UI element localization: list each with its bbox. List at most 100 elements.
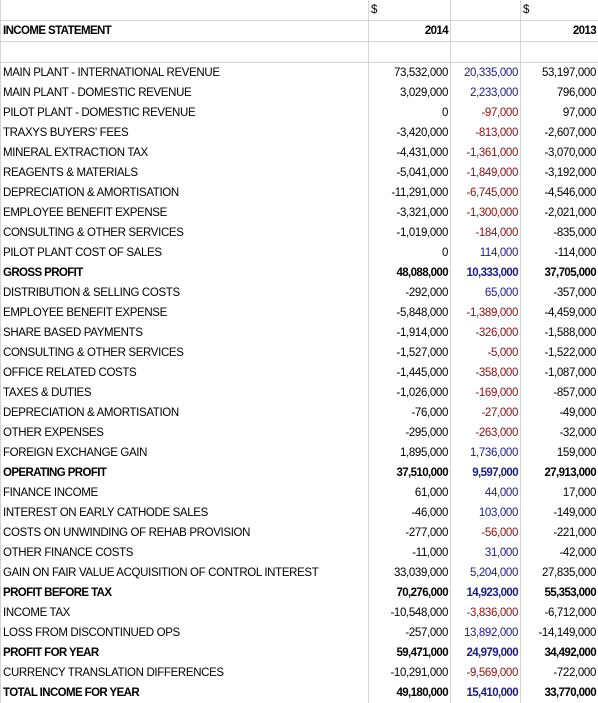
cell xyxy=(1,0,369,21)
line-item: TRAXYS BUYERS' FEES xyxy=(1,123,369,143)
statement-row: COSTS ON UNWINDING OF REHAB PROVISION-27… xyxy=(1,523,598,543)
value-2013: 27,913,000 xyxy=(521,463,598,483)
value-2014: -292,000 xyxy=(369,283,451,303)
value-change: -3,836,000 xyxy=(451,603,521,623)
value-change: 9,597,000 xyxy=(451,463,521,483)
value-2014: -5,848,000 xyxy=(369,303,451,323)
line-item: DISTRIBUTION & SELLING COSTS xyxy=(1,283,369,303)
value-change: 10,333,000 xyxy=(451,263,521,283)
value-2014: -1,019,000 xyxy=(369,223,451,243)
value-change: -263,000 xyxy=(451,423,521,443)
value-change: -56,000 xyxy=(451,523,521,543)
cell xyxy=(451,21,521,42)
value-2013: -1,588,000 xyxy=(521,323,598,343)
value-2014: -3,420,000 xyxy=(369,123,451,143)
value-2014: -11,291,000 xyxy=(369,183,451,203)
value-2013: 17,000 xyxy=(521,483,598,503)
value-2014: 48,088,000 xyxy=(369,263,451,283)
line-item: INTEREST ON EARLY CATHODE SALES xyxy=(1,503,369,523)
line-item: CONSULTING & OTHER SERVICES xyxy=(1,343,369,363)
line-item: TOTAL INCOME FOR YEAR xyxy=(1,683,369,703)
value-2014: 33,039,000 xyxy=(369,563,451,583)
statement-row: OFFICE RELATED COSTS-1,445,000-358,000-1… xyxy=(1,363,598,383)
value-2013: 97,000 xyxy=(521,103,598,123)
value-2013: -357,000 xyxy=(521,283,598,303)
cell xyxy=(1,42,369,63)
line-item: FINANCE INCOME xyxy=(1,483,369,503)
value-2013: -114,000 xyxy=(521,243,598,263)
statement-row: GAIN ON FAIR VALUE ACQUISITION OF CONTRO… xyxy=(1,563,598,583)
value-change: 15,410,000 xyxy=(451,683,521,703)
value-2013: -3,070,000 xyxy=(521,143,598,163)
line-item: OTHER FINANCE COSTS xyxy=(1,543,369,563)
value-change: -9,569,000 xyxy=(451,663,521,683)
line-item: OPERATING PROFIT xyxy=(1,463,369,483)
statement-row: TRAXYS BUYERS' FEES-3,420,000-813,000-2,… xyxy=(1,123,598,143)
value-2013: 53,197,000 xyxy=(521,63,598,84)
cell xyxy=(451,0,521,21)
line-item: OFFICE RELATED COSTS xyxy=(1,363,369,383)
value-2013: 27,835,000 xyxy=(521,563,598,583)
value-2013: 55,353,000 xyxy=(521,583,598,603)
statement-row: CONSULTING & OTHER SERVICES-1,527,000-5,… xyxy=(1,343,598,363)
value-2013: -32,000 xyxy=(521,423,598,443)
statement-row: CURRENCY TRANSLATION DIFFERENCES-10,291,… xyxy=(1,663,598,683)
value-2014: -1,026,000 xyxy=(369,383,451,403)
value-2013: -6,712,000 xyxy=(521,603,598,623)
value-change: 14,923,000 xyxy=(451,583,521,603)
value-2014: -277,000 xyxy=(369,523,451,543)
value-2013: -1,087,000 xyxy=(521,363,598,383)
value-2014: -10,548,000 xyxy=(369,603,451,623)
value-change: 65,000 xyxy=(451,283,521,303)
currency-label: $ xyxy=(521,0,598,21)
value-change: -1,300,000 xyxy=(451,203,521,223)
value-change: -184,000 xyxy=(451,223,521,243)
value-2014: 73,532,000 xyxy=(369,63,451,84)
value-2013: -14,149,000 xyxy=(521,623,598,643)
value-change: 20,335,000 xyxy=(451,63,521,84)
line-item: OTHER EXPENSES xyxy=(1,423,369,443)
value-change: 103,000 xyxy=(451,503,521,523)
value-2014: -1,445,000 xyxy=(369,363,451,383)
value-2014: -4,431,000 xyxy=(369,143,451,163)
line-item: MAIN PLANT - INTERNATIONAL REVENUE xyxy=(1,63,369,84)
value-change: -5,000 xyxy=(451,343,521,363)
value-change: -169,000 xyxy=(451,383,521,403)
value-2014: 0 xyxy=(369,243,451,263)
statement-row: DEPRECIATION & AMORTISATION-11,291,000-6… xyxy=(1,183,598,203)
value-2013: 34,492,000 xyxy=(521,643,598,663)
line-item: INCOME TAX xyxy=(1,603,369,623)
line-item: LOSS FROM DISCONTINUED OPS xyxy=(1,623,369,643)
value-2014: 37,510,000 xyxy=(369,463,451,483)
value-2013: -857,000 xyxy=(521,383,598,403)
line-item: TAXES & DUTIES xyxy=(1,383,369,403)
value-2014: -257,000 xyxy=(369,623,451,643)
value-change: 31,000 xyxy=(451,543,521,563)
line-item: COSTS ON UNWINDING OF REHAB PROVISION xyxy=(1,523,369,543)
value-change: -326,000 xyxy=(451,323,521,343)
line-item: DEPRECIATION & AMORTISATION xyxy=(1,183,369,203)
line-item: EMPLOYEE BENEFIT EXPENSE xyxy=(1,303,369,323)
header-year: 2013 xyxy=(521,21,598,42)
line-item: PILOT PLANT - DOMESTIC REVENUE xyxy=(1,103,369,123)
line-item: GAIN ON FAIR VALUE ACQUISITION OF CONTRO… xyxy=(1,563,369,583)
statement-row: EMPLOYEE BENEFIT EXPENSE-5,848,000-1,389… xyxy=(1,303,598,323)
line-item: EMPLOYEE BENEFIT EXPENSE xyxy=(1,203,369,223)
value-2013: 33,770,000 xyxy=(521,683,598,703)
value-change: -1,389,000 xyxy=(451,303,521,323)
cell xyxy=(369,42,451,63)
currency-label: $ xyxy=(369,0,451,21)
value-2013: -835,000 xyxy=(521,223,598,243)
value-2014: 0 xyxy=(369,103,451,123)
value-2014: 59,471,000 xyxy=(369,643,451,663)
